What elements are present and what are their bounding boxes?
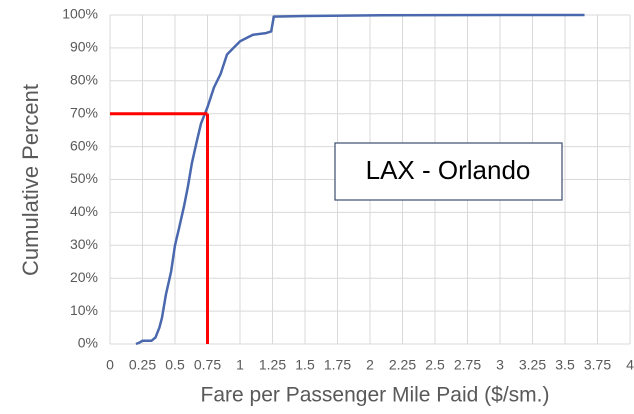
cdf-line <box>135 13 585 346</box>
annotation-box <box>334 142 563 201</box>
x-tick-label: 2 <box>366 357 374 373</box>
x-axis-title: Fare per Passenger Mile Paid ($/sm.) <box>201 384 550 407</box>
y-tick-label: 20% <box>70 269 98 285</box>
y-tick-label: 30% <box>70 236 98 252</box>
y-tick-label: 40% <box>70 203 98 219</box>
x-tick-label: 3.5 <box>555 357 575 373</box>
x-tick-label: 1.25 <box>259 357 286 373</box>
x-tick-label: 2.25 <box>389 357 416 373</box>
x-tick-label: 0.75 <box>194 357 221 373</box>
y-axis-title: Cumulative Percent <box>18 84 43 276</box>
x-tick-label: 2.5 <box>425 357 445 373</box>
x-tick-label: 3 <box>496 357 504 373</box>
y-tick-label: 100% <box>62 6 98 22</box>
x-tick-label: 0.25 <box>129 357 156 373</box>
y-tick-label: 50% <box>70 170 98 186</box>
marks <box>110 13 585 346</box>
y-tick-label: 0% <box>78 335 98 351</box>
y-tick-label: 10% <box>70 302 98 318</box>
y-tick-label: 90% <box>70 39 98 55</box>
x-tick-label: 2.75 <box>454 357 481 373</box>
x-tick-label: 3.75 <box>584 357 611 373</box>
annotation-text: LAX - Orlando <box>366 155 531 185</box>
y-tick-label: 60% <box>70 137 98 153</box>
x-tick-label: 0 <box>106 357 114 373</box>
y-tick-label: 70% <box>70 104 98 120</box>
x-tick-label: 4 <box>626 357 634 373</box>
x-tick-label: 0.5 <box>165 357 185 373</box>
y-tick-label: 80% <box>70 72 98 88</box>
x-tick-label: 1.75 <box>324 357 351 373</box>
x-tick-label: 1 <box>236 357 244 373</box>
x-tick-label: 3.25 <box>519 357 546 373</box>
x-tick-label: 1.5 <box>295 357 315 373</box>
